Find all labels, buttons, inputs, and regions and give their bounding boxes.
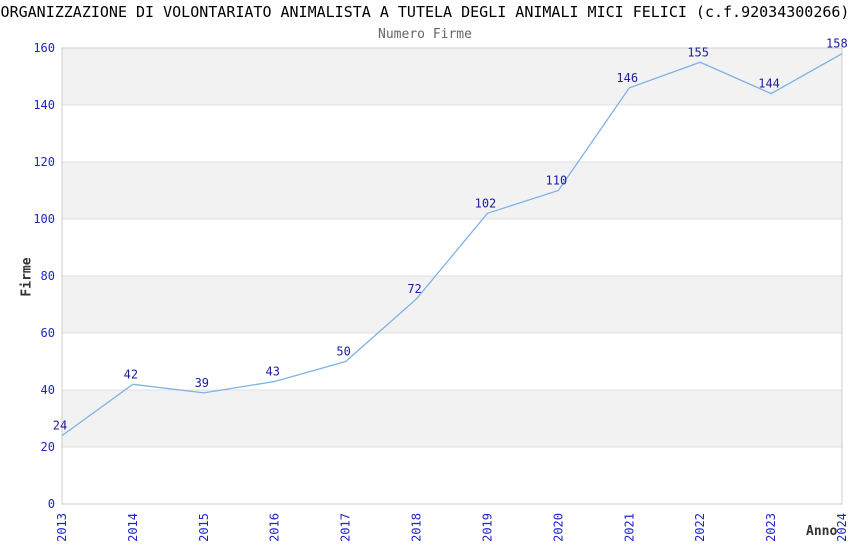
- data-label: 155: [687, 45, 709, 59]
- x-tick-label: 2016: [268, 513, 282, 542]
- y-tick-label: 100: [33, 212, 55, 226]
- data-label: 72: [407, 282, 421, 296]
- y-tick-label: 20: [41, 440, 55, 454]
- x-tick-label: 2023: [764, 513, 778, 542]
- plot-band: [62, 276, 842, 333]
- x-tick-label: 2017: [339, 513, 353, 542]
- plot-band: [62, 48, 842, 105]
- y-tick-label: 60: [41, 326, 55, 340]
- y-tick-label: 40: [41, 383, 55, 397]
- x-axis-title: Anno: [806, 524, 838, 539]
- data-label: 43: [266, 364, 280, 378]
- x-tick-label: 2021: [622, 513, 636, 542]
- data-label: 24: [53, 419, 67, 433]
- x-tick-label: 2018: [410, 513, 424, 542]
- data-label: 158: [826, 37, 848, 51]
- x-tick-label: 2022: [693, 513, 707, 542]
- chart-title: ORGANIZZAZIONE DI VOLONTARIATO ANIMALIST…: [0, 3, 850, 21]
- plot-border: [61, 47, 843, 505]
- y-tick-label: 120: [33, 155, 55, 169]
- y-tick-label: 0: [48, 497, 55, 511]
- x-tick-label: 2015: [197, 513, 211, 542]
- y-tick-label: 140: [33, 98, 55, 112]
- data-label: 39: [195, 376, 209, 390]
- line-series: [61, 53, 843, 437]
- x-tick-label: 2014: [126, 513, 140, 542]
- chart-subtitle: Numero Firme: [378, 27, 472, 42]
- data-label: 50: [336, 345, 350, 359]
- data-label: 110: [546, 174, 568, 188]
- data-label: 144: [758, 77, 780, 91]
- x-tick-label: 2019: [480, 513, 494, 542]
- data-label: 42: [124, 367, 138, 381]
- y-tick-label: 160: [33, 41, 55, 55]
- x-tick-label: 2020: [551, 513, 565, 542]
- plot-band: [62, 162, 842, 219]
- data-label: 146: [616, 71, 638, 85]
- x-tick-label: 2013: [55, 513, 69, 542]
- data-label: 102: [475, 196, 497, 210]
- y-axis-title: Firme: [19, 257, 35, 297]
- y-tick-label: 80: [41, 269, 55, 283]
- x-tick-label: 2024: [835, 513, 849, 542]
- plot-band: [62, 390, 842, 447]
